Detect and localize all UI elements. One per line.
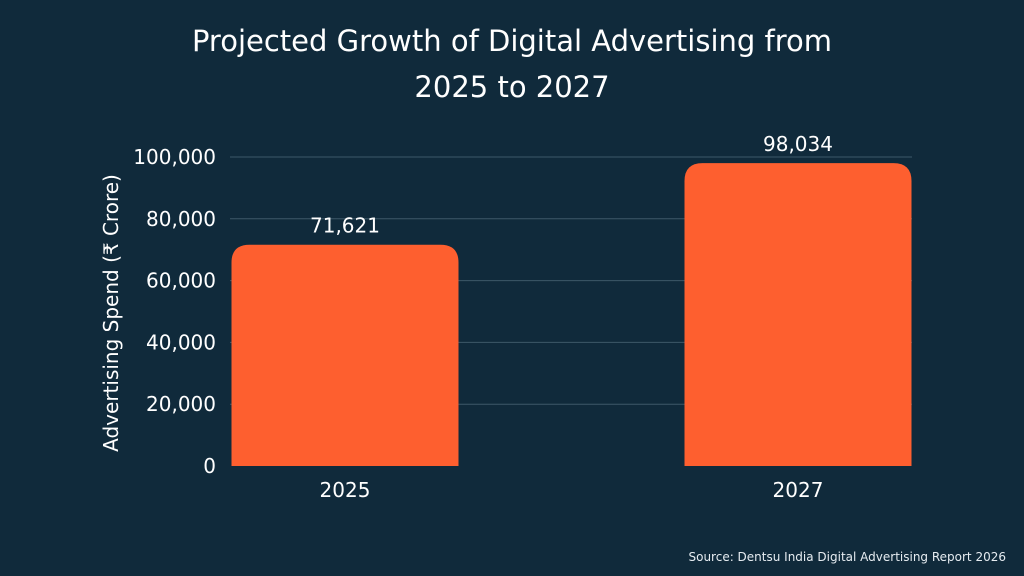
bar xyxy=(684,163,912,466)
y-tick-label: 0 xyxy=(203,454,216,478)
bar-value-label: 71,621 xyxy=(310,214,380,238)
chart-title-line-2: 2025 to 2027 xyxy=(414,70,610,104)
y-tick-label: 60,000 xyxy=(146,269,216,293)
y-tick-label: 100,000 xyxy=(133,145,216,169)
source-note: Source: Dentsu India Digital Advertising… xyxy=(688,550,1006,564)
y-tick-label: 20,000 xyxy=(146,392,216,416)
chart-title-line-1: Projected Growth of Digital Advertising … xyxy=(191,24,833,58)
y-axis-label: Advertising Spend (₹ Crore) xyxy=(99,174,123,452)
bar xyxy=(231,244,459,466)
x-tick-label: 2025 xyxy=(320,478,371,502)
bar-value-label: 98,034 xyxy=(763,132,833,156)
x-tick-label: 2027 xyxy=(773,478,824,502)
y-tick-label: 80,000 xyxy=(146,207,216,231)
y-tick-label: 40,000 xyxy=(146,330,216,354)
